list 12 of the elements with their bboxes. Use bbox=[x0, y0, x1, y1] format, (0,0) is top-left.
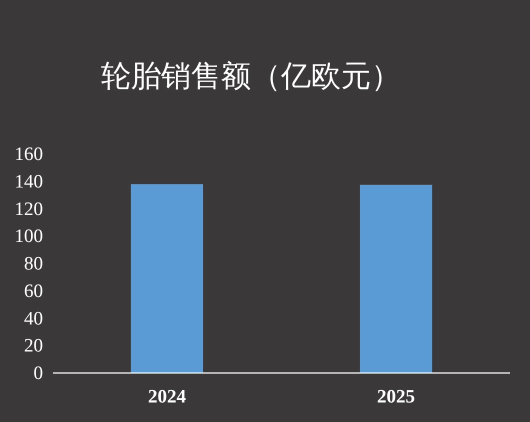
y-tick-label: 140 bbox=[14, 171, 43, 192]
y-tick-label: 0 bbox=[34, 363, 43, 384]
y-tick-label: 100 bbox=[14, 226, 43, 248]
y-tick-label: 120 bbox=[14, 198, 43, 220]
y-tick-label: 20 bbox=[24, 336, 43, 357]
y-tick-label: 80 bbox=[24, 254, 43, 275]
y-tick-label: 160 bbox=[14, 144, 43, 166]
chart-title: 轮胎销售额（亿欧元） bbox=[101, 59, 401, 94]
y-tick-label: 40 bbox=[24, 308, 43, 330]
x-tick-label: 2025 bbox=[377, 386, 416, 408]
x-tick-label: 2024 bbox=[148, 386, 186, 408]
y-tick-label: 60 bbox=[24, 280, 43, 302]
